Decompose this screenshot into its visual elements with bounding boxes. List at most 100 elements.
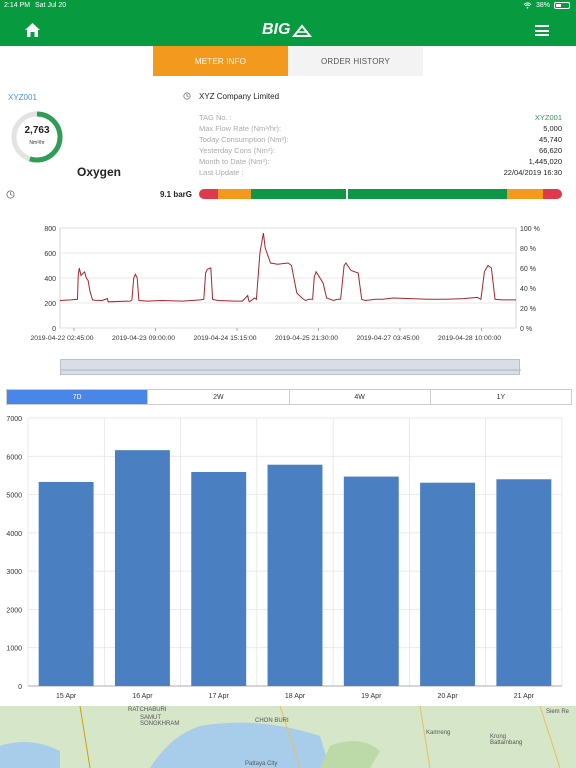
pressure-bar-low-red <box>199 189 218 199</box>
bar-20-apr[interactable] <box>420 482 476 686</box>
status-time: 2:14 PM <box>4 2 31 9</box>
line-y-tick: 600 <box>44 251 56 258</box>
period-option-7d[interactable]: 7D <box>7 390 149 404</box>
line-y-tick: 400 <box>44 276 56 283</box>
info-label: Max Flow Rate (Nm³/hr): <box>199 124 282 133</box>
line-y-tick: 200 <box>44 301 56 308</box>
line-y2-tick: 20 % <box>520 306 536 313</box>
bar-21-apr[interactable] <box>496 479 552 686</box>
wifi-icon <box>523 2 532 9</box>
status-right: 38% <box>523 2 570 9</box>
line-x-tick: 2019-04-24 15:15:00 <box>193 335 256 342</box>
home-icon[interactable] <box>24 22 41 38</box>
info-value: XYZ001 <box>534 113 562 122</box>
map-label-chonburi: CHON BURI <box>255 718 289 724</box>
bar-y-tick: 6000 <box>6 454 22 461</box>
period-selector: 7D 2W 4W 1Y <box>6 389 572 405</box>
info-label: TAG No. : <box>199 113 232 122</box>
status-date: Sat Jul 20 <box>35 2 67 9</box>
chart-range-scroller[interactable] <box>60 359 521 375</box>
bar-16-apr[interactable] <box>114 450 170 686</box>
period-option-2w[interactable]: 2W <box>148 390 290 404</box>
bar-y-tick: 1000 <box>6 646 22 653</box>
info-value: 45,740 <box>539 135 562 144</box>
pressure-clock-icon <box>6 190 15 199</box>
flow-gauge <box>11 111 63 163</box>
flow-series-line <box>59 232 516 303</box>
line-x-tick: 2019-04-25 21:30:00 <box>275 335 338 342</box>
battery-percent: 38% <box>535 2 550 9</box>
flow-unit: Nm³/hr <box>29 140 45 146</box>
bar-y-tick: 0 <box>18 684 22 691</box>
bar-x-tick: 15 Apr <box>56 693 77 700</box>
bar-y-tick: 5000 <box>6 493 22 500</box>
line-y2-tick: 40 % <box>520 286 536 293</box>
bar-y-tick: 3000 <box>6 569 22 576</box>
location-map[interactable]: RATCHABURI SAMUT SONGKHRAM CHON BURI Pat… <box>0 706 576 768</box>
map-label-samut: SAMUT SONGKHRAM <box>140 715 180 727</box>
map-label-ratchaburi: RATCHABURI <box>128 707 167 713</box>
period-option-1y[interactable]: 1Y <box>496 393 506 401</box>
period-option-4w[interactable]: 4W <box>290 390 431 404</box>
bar-x-tick: 18 Apr <box>285 693 306 700</box>
info-value: 5,000 <box>543 124 562 133</box>
info-label: Today Consumption (Nm³): <box>199 135 289 144</box>
line-y-tick: 800 <box>44 226 56 233</box>
main-tabs: METER INFO ORDER HISTORY <box>153 46 423 76</box>
meter-id-link[interactable]: XYZ001 <box>8 93 37 102</box>
company-name: XYZ Company Limited <box>199 92 280 101</box>
info-row: Max Flow Rate (Nm³/hr): 5,000 <box>199 124 562 134</box>
info-label: Last Update : <box>199 168 244 177</box>
line-x-tick: 2019-04-23 09:00:00 <box>112 335 175 342</box>
map-label-siemreap: Siem Re <box>546 709 570 715</box>
bar-18-apr[interactable] <box>267 464 323 686</box>
pressure-bar-high-orange <box>507 189 543 199</box>
info-row: Last Update : 22/04/2019 16:30 <box>199 168 562 178</box>
line-y-tick: 0 <box>52 326 56 333</box>
logo-mark-icon <box>292 24 312 37</box>
map-label-pattaya: Pattaya City <box>245 761 278 767</box>
line-y2-tick: 80 % <box>520 246 536 253</box>
bar-19-apr[interactable] <box>343 476 399 686</box>
info-label: Yesterday Cons (Nm³): <box>199 146 275 155</box>
map-label-kamreng: Kamreng <box>426 730 451 736</box>
bar-x-tick: 16 Apr <box>132 693 153 700</box>
status-bar: 2:14 PM Sat Jul 20 38% <box>0 0 576 12</box>
info-row: TAG No. : XYZ001 <box>199 113 562 123</box>
bar-y-tick: 7000 <box>6 416 22 423</box>
line-x-tick: 2019-04-22 02:45:00 <box>30 335 93 342</box>
line-y2-tick: 60 % <box>520 266 536 273</box>
bar-y-tick: 2000 <box>6 607 22 614</box>
clock-icon <box>183 92 191 100</box>
big-logo: BIG <box>262 21 316 41</box>
battery-icon <box>554 2 570 9</box>
info-row: Today Consumption (Nm³): 45,740 <box>199 135 562 145</box>
app-header: 2:14 PM Sat Jul 20 38% BIG <box>0 0 576 46</box>
bar-17-apr[interactable] <box>191 471 247 686</box>
tab-order-history[interactable]: ORDER HISTORY <box>288 46 423 76</box>
info-row: Month to Date (Nm³): 1,445,020 <box>199 157 562 167</box>
hamburger-menu-icon[interactable] <box>535 25 549 36</box>
info-value: 1,445,020 <box>528 157 562 166</box>
pressure-bar-high-red <box>543 189 562 199</box>
pressure-value: 9.1 barG <box>159 190 192 199</box>
info-value: 66,620 <box>539 146 562 155</box>
flow-line-chart: 0 200 400 600 800 0 % 20 % 40 % 60 % 80 % 100 % 201… <box>30 226 539 342</box>
bar-x-tick: 17 Apr <box>209 693 230 700</box>
line-x-tick: 2019-04-27 03:45:00 <box>356 335 419 342</box>
tab-meter-info[interactable]: METER INFO <box>153 46 288 76</box>
pressure-bar <box>199 189 562 199</box>
gas-name: Oxygen <box>77 165 122 179</box>
bar-15-apr[interactable] <box>38 481 94 686</box>
pressure-marker <box>346 188 348 200</box>
flow-value: 2,763 <box>24 125 50 136</box>
daily-consumption-bar-chart: 0 1000 2000 3000 4000 5000 6000 7000 15 Apr 16 Ap… <box>6 416 563 700</box>
bar-x-tick: 19 Apr <box>361 693 382 700</box>
line-x-tick: 2019-04-28 10:00:00 <box>438 335 501 342</box>
scroller-preview <box>61 369 521 371</box>
bar-y-tick: 4000 <box>6 531 22 538</box>
info-label: Month to Date (Nm³): <box>199 157 270 166</box>
pressure-bar-green <box>251 189 507 199</box>
bar-x-tick: 21 Apr <box>514 693 535 700</box>
